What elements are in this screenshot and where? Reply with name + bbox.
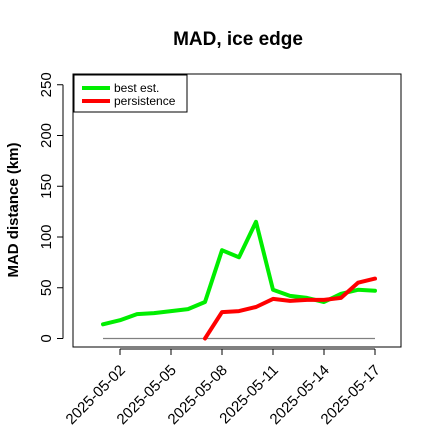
chart-title: MAD, ice edge (173, 29, 303, 50)
axes-layer: 0501001502002502025-05-022025-05-052025-… (38, 72, 384, 428)
legend-box (73, 74, 188, 113)
y-tick-label: 50 (38, 279, 55, 296)
series-line-persistence (203, 276, 377, 341)
legend-label-best-est: best est. (114, 81, 159, 95)
series-layer (101, 219, 377, 341)
y-tick-label: 200 (38, 123, 55, 148)
series-line-best-est (101, 219, 377, 327)
legend: best est. persistence (73, 74, 188, 113)
y-axis-label: MAD distance (km) (5, 142, 22, 277)
legend-label-persistence: persistence (114, 94, 176, 108)
y-tick-label: 0 (38, 334, 55, 342)
plot-frame (72, 73, 402, 348)
y-tick-label: 150 (38, 174, 55, 199)
y-tick-label: 250 (38, 72, 55, 97)
y-tick-label: 100 (38, 224, 55, 249)
